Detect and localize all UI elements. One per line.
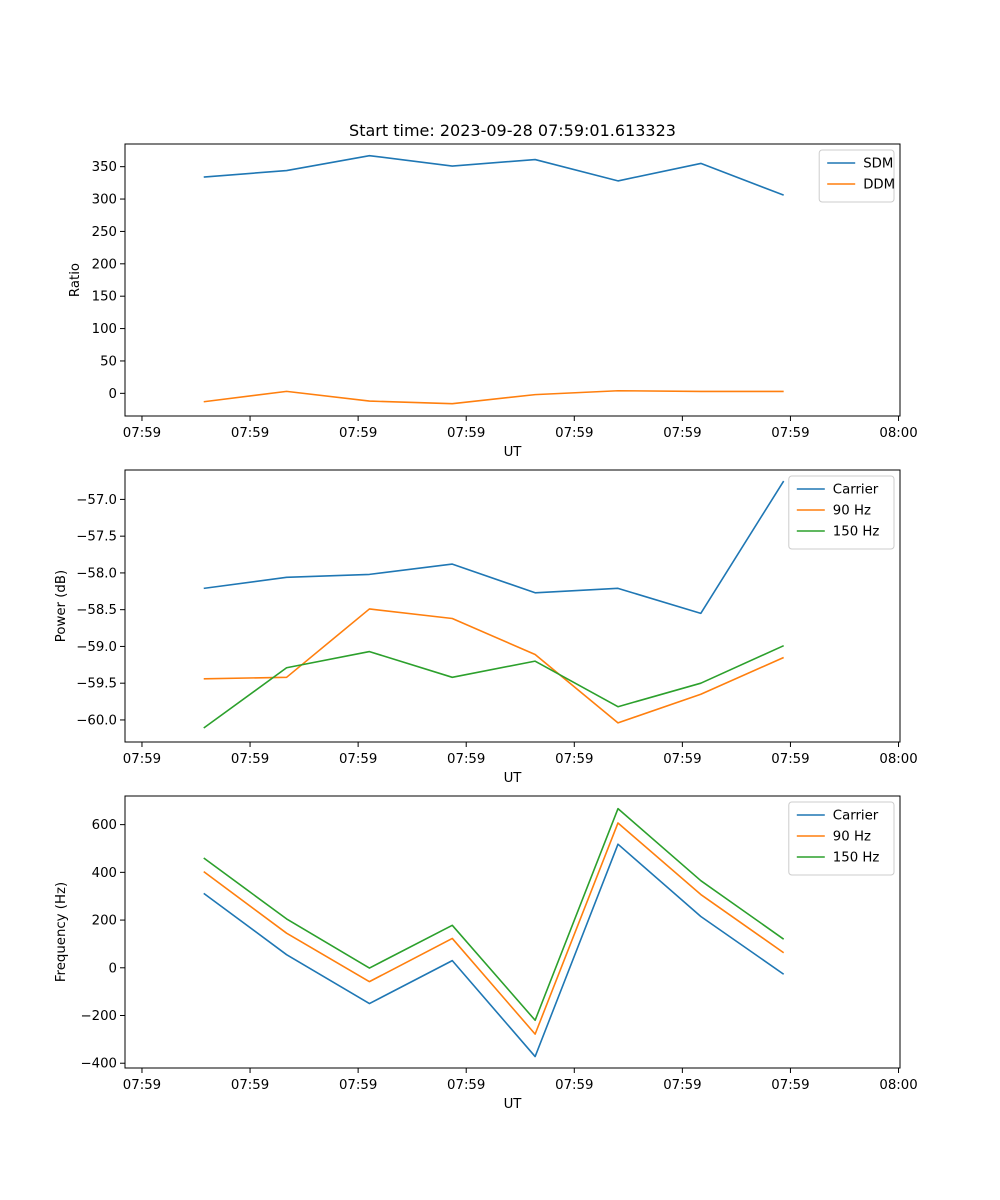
x-tick-label: 07:59 [447,426,485,441]
y-tick-label: −60.0 [76,713,117,728]
series-line-carrier [203,480,785,615]
y-tick-label: 0 [109,387,117,402]
x-tick-label: 07:59 [555,426,593,441]
legend-label: 150 Hz [833,851,880,866]
series-line-90-hz [203,608,784,724]
y-axis-label: Frequency (Hz) [54,882,69,982]
x-tick-label: 07:59 [339,752,377,767]
legend-label: SDM [863,157,893,172]
series-line-sdm [203,154,784,196]
x-tick-label: 07:59 [771,426,809,441]
x-tick-label: 07:59 [447,752,485,767]
series-line-90-hz [203,822,785,1035]
x-tick-label: 07:59 [771,1078,809,1093]
y-tick-label: −58.5 [76,603,117,618]
series-line-ddm [203,389,784,405]
x-tick-label: 07:59 [339,1078,377,1093]
y-axis-label: Ratio [68,263,83,297]
x-axis-label: UT [504,445,523,460]
x-tick-label: 07:59 [663,752,701,767]
series-line-150-hz [203,807,785,1022]
legend: Carrier 90 Hz 150 Hz [788,475,895,550]
y-tick-label: 250 [92,225,117,240]
y-tick-label: −57.0 [76,493,117,508]
y-tick-label: 400 [92,866,117,881]
x-tick-label: 07:59 [771,752,809,767]
x-tick-label: 07:59 [555,1078,593,1093]
legend-label: Carrier [833,809,879,824]
legend-label: 150 Hz [833,525,880,540]
x-tick-label: 07:59 [231,752,269,767]
chart-panel-1: 07:59 07:59 07:59 07:59 07:59 07:59 07:59 08:00… [68,143,918,460]
y-tick-label: 150 [92,290,117,305]
x-tick-label: 07:59 [339,426,377,441]
x-tick-label: 07:59 [231,1078,269,1093]
x-tick-label: 08:00 [879,426,917,441]
x-tick-label: 07:59 [447,1078,485,1093]
legend-label: DDM [863,178,895,193]
x-tick-label: 07:59 [123,752,161,767]
x-tick-label: 07:59 [123,426,161,441]
x-tick-label: 07:59 [123,1078,161,1093]
legend-label: Carrier [833,483,879,498]
plot-frame [124,469,901,743]
plot-frame [124,795,901,1069]
y-tick-label: −200 [80,1009,117,1024]
y-tick-label: 50 [100,354,117,369]
chart-panel-2: 07:59 07:59 07:59 07:59 07:59 07:59 07:59 08:00… [54,469,918,786]
y-tick-label: 350 [92,160,117,175]
y-axis-label: Power (dB) [54,570,69,642]
legend-label: 90 Hz [833,504,871,519]
legend-label: 90 Hz [833,830,871,845]
y-tick-label: 300 [92,193,117,208]
legend: Carrier 90 Hz 150 Hz [788,801,895,876]
x-tick-label: 08:00 [879,752,917,767]
y-tick-label: 200 [92,257,117,272]
chart-panel-3: 07:59 07:59 07:59 07:59 07:59 07:59 07:59 08:00… [54,795,918,1112]
x-tick-label: 08:00 [879,1078,917,1093]
legend: SDM DDM [818,149,895,203]
y-tick-label: 600 [92,818,117,833]
y-tick-label: 0 [109,961,117,976]
plot-frame [124,143,901,417]
x-tick-label: 07:59 [663,426,701,441]
chart-panels: 07:59 07:59 07:59 07:59 07:59 07:59 07:59 08:00… [54,143,918,1112]
y-tick-label: 100 [92,322,117,337]
x-tick-label: 07:59 [231,426,269,441]
y-tick-label: 200 [92,914,117,929]
y-tick-label: −400 [80,1057,117,1072]
x-axis-label: UT [504,771,523,786]
series-line-carrier [203,843,785,1058]
y-tick-label: −57.5 [76,530,117,545]
y-tick-label: −58.0 [76,566,117,581]
series-line-150-hz [203,644,784,729]
y-tick-label: −59.5 [76,677,117,692]
x-tick-label: 07:59 [555,752,593,767]
x-axis-label: UT [504,1097,523,1112]
y-tick-label: −59.0 [76,640,117,655]
x-tick-label: 07:59 [663,1078,701,1093]
figure-title: Start time: 2023-09-28 07:59:01.613323 [349,121,676,140]
